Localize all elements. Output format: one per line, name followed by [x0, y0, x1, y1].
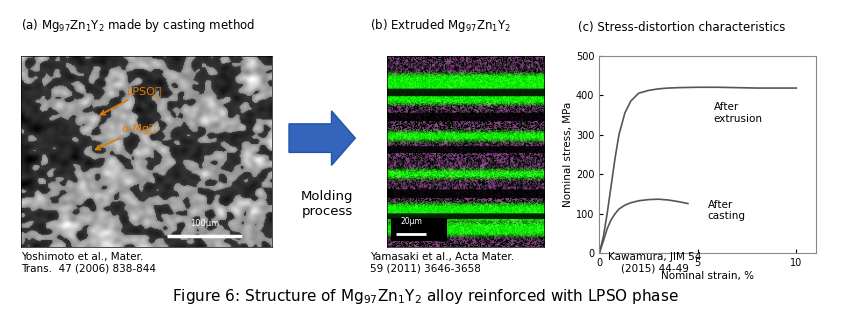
FancyArrow shape [289, 111, 355, 165]
Text: After
extrusion: After extrusion [713, 102, 762, 124]
Y-axis label: Nominal stress, MPa: Nominal stress, MPa [563, 102, 573, 207]
Text: 100μm: 100μm [190, 219, 219, 228]
Text: LPSO相: LPSO相 [100, 86, 162, 115]
Text: Molding
process: Molding process [301, 190, 354, 218]
Text: α-Mg相: α-Mg相 [96, 124, 156, 150]
Text: Figure 6: Structure of Mg$_{97}$Zn$_1$Y$_2$ alloy reinforced with LPSO phase: Figure 6: Structure of Mg$_{97}$Zn$_1$Y$… [172, 287, 678, 306]
Text: Yoshimoto et al., Mater.
Trans.  47 (2006) 838-844: Yoshimoto et al., Mater. Trans. 47 (2006… [21, 252, 156, 273]
Text: 20μm: 20μm [400, 217, 422, 226]
Text: (b) Extruded Mg$_{97}$Zn$_1$Y$_2$: (b) Extruded Mg$_{97}$Zn$_1$Y$_2$ [370, 17, 511, 34]
Text: (c) Stress-distortion characteristics: (c) Stress-distortion characteristics [578, 21, 785, 34]
Text: Kawamura, JIM 54
(2015) 44-49: Kawamura, JIM 54 (2015) 44-49 [608, 252, 701, 273]
Bar [392, 218, 446, 241]
X-axis label: Nominal strain, %: Nominal strain, % [661, 271, 754, 281]
Text: (a) Mg$_{97}$Zn$_1$Y$_2$ made by casting method: (a) Mg$_{97}$Zn$_1$Y$_2$ made by casting… [21, 17, 256, 34]
Text: After
casting: After casting [707, 200, 745, 222]
Text: Yamasaki et al., Acta Mater.
59 (2011) 3646-3658: Yamasaki et al., Acta Mater. 59 (2011) 3… [370, 252, 514, 273]
